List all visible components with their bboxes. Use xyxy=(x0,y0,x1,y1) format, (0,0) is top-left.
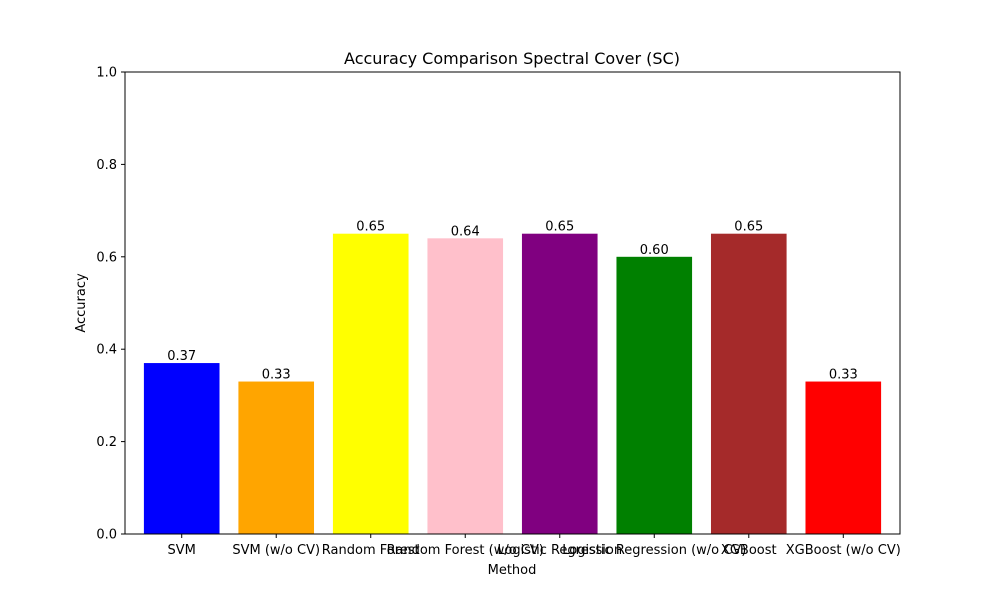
x-tick-label-4: Logistic Regression xyxy=(497,543,622,558)
y-tick-label-5: 1.0 xyxy=(96,66,117,81)
y-axis-label: Accuracy xyxy=(74,273,89,333)
bar-7 xyxy=(805,381,882,534)
y-tick-label-0: 0.0 xyxy=(96,528,117,543)
bars-group xyxy=(143,233,882,534)
bar-value-label-5: 0.60 xyxy=(640,243,669,258)
x-axis-label: Method xyxy=(488,563,537,578)
bar-value-label-2: 0.65 xyxy=(356,220,385,235)
y-axis: 0.0 0.2 0.4 0.6 0.8 1.0 xyxy=(96,66,125,543)
bar-3 xyxy=(427,238,504,534)
y-tick-label-3: 0.6 xyxy=(96,250,117,265)
bar-5 xyxy=(616,256,693,534)
plot-frame xyxy=(124,71,901,535)
x-tick-label-7: XGBoost (w/o CV) xyxy=(786,543,901,558)
bar-value-label-7: 0.33 xyxy=(829,368,858,383)
x-tick-label-1: SVM (w/o CV) xyxy=(232,543,320,558)
x-tick-label-3: Random Forest (w/o CV) xyxy=(387,543,544,558)
y-tick-label-2: 0.4 xyxy=(96,343,117,358)
x-tick-label-6: XGBoost xyxy=(721,543,777,558)
bar-6 xyxy=(710,233,787,534)
bar-value-label-1: 0.33 xyxy=(262,368,291,383)
bar-1 xyxy=(238,381,315,534)
y-tick-label-4: 0.8 xyxy=(96,158,117,173)
bar-value-label-3: 0.64 xyxy=(451,224,480,239)
bar-2 xyxy=(332,233,409,534)
x-tick-label-0: SVM xyxy=(168,543,196,558)
bar-value-label-6: 0.65 xyxy=(734,220,763,235)
bar-4 xyxy=(521,233,598,534)
x-tick-label-2: Random Forest xyxy=(322,543,420,558)
chart-title: Accuracy Comparison Spectral Cover (SC) xyxy=(344,49,680,68)
bar-value-label-4: 0.65 xyxy=(545,220,574,235)
bar-value-label-0: 0.37 xyxy=(167,349,196,364)
bar-0 xyxy=(143,363,220,534)
y-tick-label-1: 0.2 xyxy=(96,435,117,450)
bar-labels-group: 0.37 0.33 0.65 0.64 0.65 0.60 0.65 0.33 xyxy=(167,220,858,383)
x-tick-label-5: Logistic Regression (w/o CV) xyxy=(562,543,746,558)
